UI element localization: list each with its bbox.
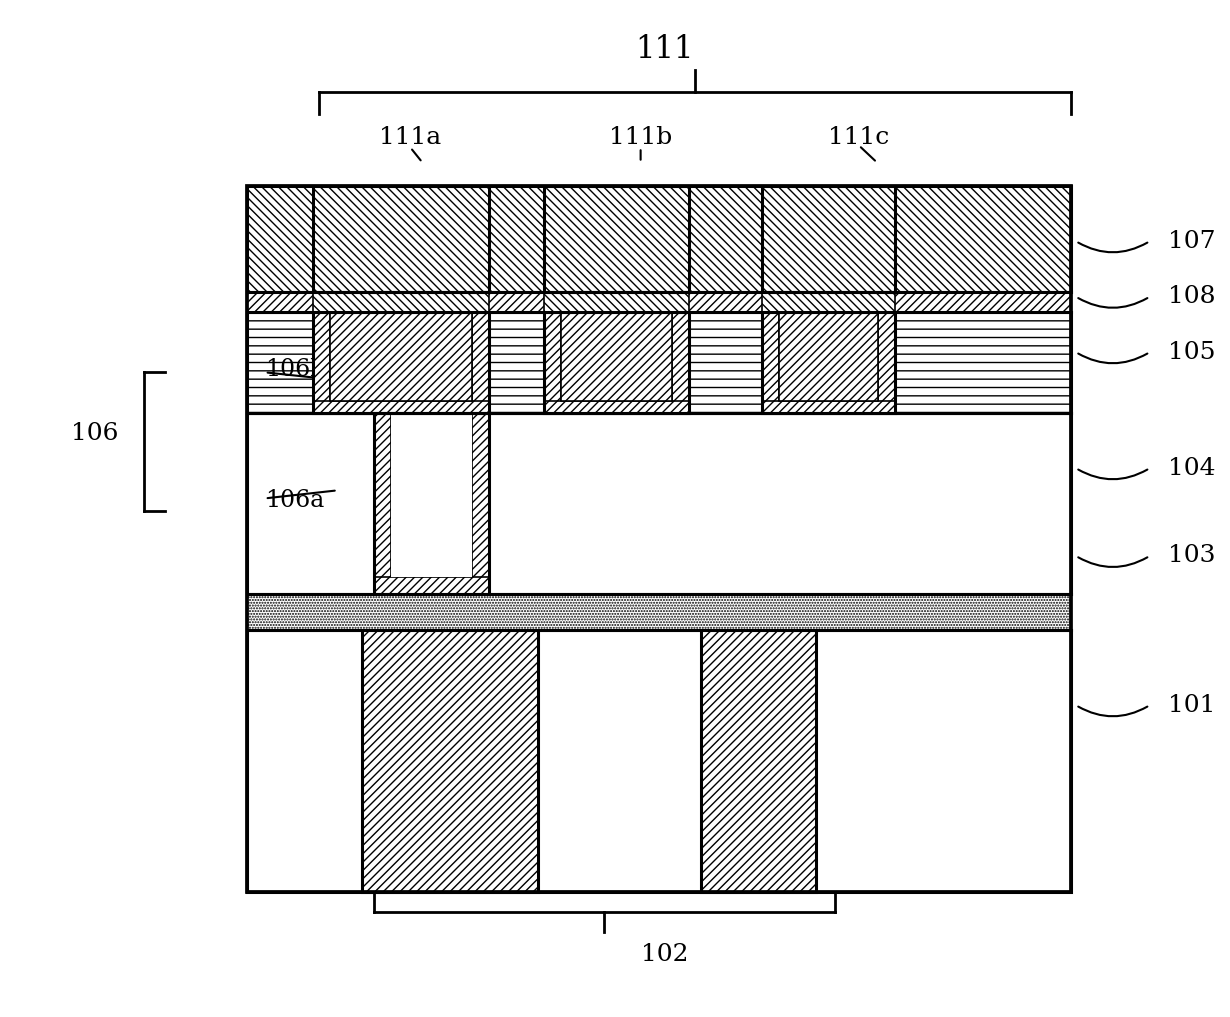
Bar — [544, 312, 689, 413]
Bar — [314, 312, 331, 413]
Text: 106: 106 — [71, 422, 119, 445]
Bar — [247, 312, 1071, 413]
Bar — [247, 413, 1071, 594]
Bar — [544, 292, 689, 312]
Bar — [761, 186, 895, 292]
Bar — [374, 578, 490, 594]
Bar — [878, 312, 895, 413]
Bar — [672, 312, 689, 413]
Text: 104: 104 — [1168, 457, 1215, 480]
Text: 111a: 111a — [379, 126, 442, 148]
Text: 106a: 106a — [264, 489, 323, 512]
Bar — [544, 292, 689, 312]
Bar — [761, 312, 895, 413]
Bar — [247, 630, 1071, 892]
Bar — [544, 402, 689, 413]
Bar — [247, 594, 1071, 630]
Bar — [761, 292, 895, 312]
Bar — [331, 312, 472, 402]
Text: 101: 101 — [1168, 694, 1215, 717]
Text: 111: 111 — [636, 34, 694, 65]
Bar — [314, 292, 490, 312]
Text: 105: 105 — [1168, 341, 1215, 364]
Bar — [391, 413, 472, 578]
Bar — [374, 413, 391, 594]
Bar — [561, 312, 672, 402]
Bar — [374, 413, 490, 594]
Bar — [544, 312, 561, 413]
Bar — [544, 186, 689, 292]
Bar — [544, 312, 689, 413]
Bar — [362, 630, 538, 892]
Bar — [314, 312, 490, 413]
Bar — [761, 312, 895, 413]
Bar — [761, 312, 779, 413]
Bar — [314, 292, 490, 312]
Bar — [761, 402, 895, 413]
Text: 111b: 111b — [609, 126, 673, 148]
Bar — [247, 292, 1071, 312]
Bar — [472, 312, 490, 413]
Text: 107: 107 — [1168, 230, 1215, 252]
Bar — [314, 186, 490, 292]
Bar — [472, 413, 490, 594]
Bar — [247, 186, 1071, 892]
Bar — [314, 312, 490, 413]
Bar — [247, 186, 1071, 292]
Text: 111c: 111c — [828, 126, 889, 148]
Bar — [314, 402, 490, 413]
Text: 102: 102 — [641, 943, 689, 966]
Bar — [701, 630, 817, 892]
Bar — [761, 292, 895, 312]
Bar — [779, 312, 878, 402]
Text: 103: 103 — [1168, 544, 1215, 567]
Text: 106b: 106b — [264, 358, 325, 380]
Text: 108: 108 — [1168, 285, 1215, 308]
